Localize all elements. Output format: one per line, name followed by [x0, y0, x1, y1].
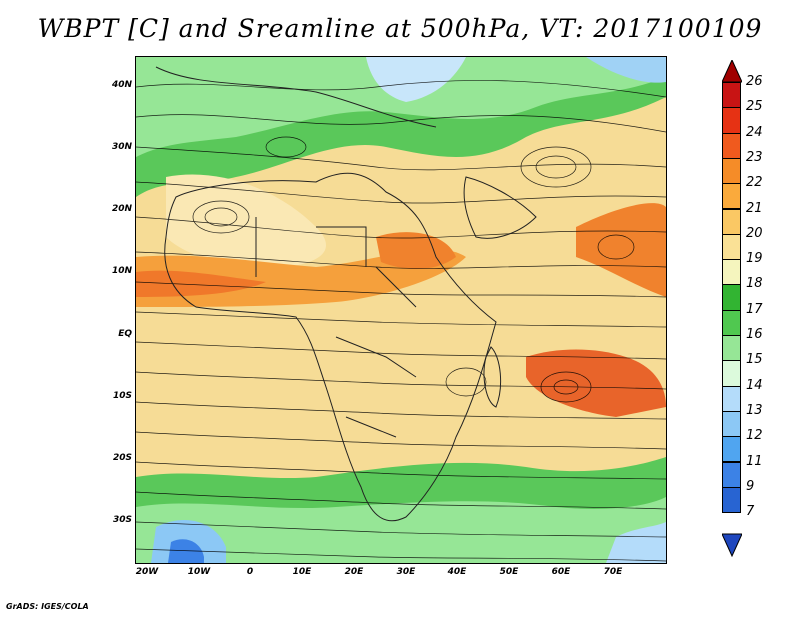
colorbar-level-label: 22 — [746, 175, 763, 191]
south-east-blue — [606, 522, 666, 563]
colorbar-level-label: 23 — [746, 149, 763, 165]
colorbar-swatch — [722, 284, 741, 311]
south-light-green — [136, 497, 666, 563]
colorbar-level-label: 25 — [746, 99, 763, 115]
colorbar-swatch — [722, 107, 741, 134]
indian-ocean-orange — [526, 349, 666, 417]
colorbar-swatch — [722, 486, 741, 514]
south-blue-core — [168, 539, 204, 563]
colorbar-swatch — [722, 82, 741, 109]
map-title: WBPT [C] and Sreamline at 500hPa, VT: 20… — [37, 14, 763, 43]
colorbar-level-label: 14 — [746, 377, 763, 393]
lon-label-10e: 10E — [292, 567, 312, 577]
lon-label-60e: 60E — [551, 567, 571, 577]
coastlines — [155, 66, 537, 522]
colorbar-bottom-arrow — [722, 533, 742, 557]
itcz-orange-core — [136, 270, 266, 297]
east-africa-orange — [376, 232, 456, 269]
colorbar-level-label: 17 — [746, 301, 763, 317]
colorbar-level-label: 24 — [746, 124, 763, 140]
colorbar-swatch — [722, 436, 741, 463]
colorbar-level-label: 21 — [746, 200, 763, 216]
lon-label-20e: 20E — [344, 567, 364, 577]
lon-label-10w: 10W — [187, 567, 211, 577]
lat-label-40n: 40N — [111, 80, 132, 90]
lon-label-50e: 50E — [499, 567, 519, 577]
credit-text: GrADS: IGES/COLA — [6, 602, 89, 611]
arabian-orange — [576, 203, 666, 297]
lat-label-20s: 20S — [112, 453, 132, 463]
colorbar-level-label: 15 — [746, 352, 763, 368]
colorbar-swatch — [722, 335, 741, 362]
colorbar-swatch — [722, 309, 741, 336]
north-blue-patch — [366, 57, 466, 102]
colorbar-level-label: 16 — [746, 327, 763, 342]
colorbar-level-label: 20 — [746, 225, 763, 241]
sahara-pale — [166, 174, 326, 268]
colorbar-level-label: 7 — [746, 504, 755, 520]
colorbar-level-label: 11 — [746, 453, 763, 469]
lat-label-10s: 10S — [112, 391, 132, 401]
lat-label-eq: EQ — [118, 329, 132, 339]
lat-label-10n: 10N — [111, 266, 132, 276]
colorbar-level-label: 19 — [746, 251, 763, 267]
colorbar-swatch — [722, 259, 741, 286]
colorbar-swatch — [722, 360, 741, 387]
colorbar-swatch — [722, 157, 741, 185]
weather-map — [135, 56, 667, 564]
colorbar-swatch — [722, 233, 741, 261]
lon-label-40e: 40E — [447, 567, 467, 577]
lon-label-30e: 30E — [396, 567, 416, 577]
lon-label-70e: 70E — [603, 567, 623, 577]
colorbar-swatch — [722, 461, 741, 488]
colorbar-swatch — [722, 208, 741, 235]
colorbar-level-label: 9 — [746, 478, 755, 494]
colorbar-level-label: 18 — [746, 276, 763, 292]
colorbar-level-label: 12 — [746, 428, 763, 444]
colorbar-swatch — [722, 385, 741, 412]
lon-label-20w: 20W — [135, 567, 159, 577]
lat-label-30n: 30N — [111, 142, 132, 152]
colorbar-level-label: 13 — [746, 402, 763, 418]
lat-label-20n: 20N — [111, 204, 132, 214]
lat-label-30s: 30S — [112, 515, 132, 525]
north-blue-patch-east — [586, 57, 666, 83]
colorbar-level-label: 26 — [746, 74, 763, 89]
colorbar-swatch — [722, 410, 741, 438]
colorbar-top-arrow — [722, 60, 742, 83]
lon-label-0: 0 — [246, 567, 254, 577]
colorbar-swatch — [722, 183, 741, 210]
colorbar-swatch — [722, 132, 741, 159]
